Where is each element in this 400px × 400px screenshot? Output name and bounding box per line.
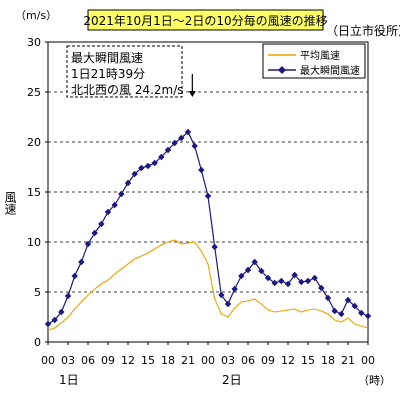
data-point-max bbox=[291, 271, 298, 279]
x-tick-label: 00 bbox=[41, 354, 55, 367]
x-day-label-2: 2日 bbox=[222, 373, 242, 387]
data-point-max bbox=[171, 139, 178, 147]
data-point-max bbox=[71, 272, 78, 280]
data-point-max bbox=[344, 296, 352, 304]
y-tick-labels: 0 5 10 15 20 25 30 bbox=[27, 36, 48, 349]
x-tick-label: 15 bbox=[141, 354, 155, 367]
series-layer bbox=[44, 128, 372, 331]
data-point-max bbox=[364, 312, 372, 320]
x-tick-label: 00 bbox=[201, 354, 215, 367]
y-tick-label: 10 bbox=[27, 236, 41, 249]
data-point-max bbox=[231, 285, 238, 293]
data-point-max bbox=[224, 300, 232, 308]
data-point-max bbox=[278, 277, 285, 285]
x-tick-label: 21 bbox=[181, 354, 195, 367]
data-point-max bbox=[211, 243, 218, 251]
data-point-max bbox=[338, 310, 345, 318]
annotation-line-1: 最大瞬間風速 bbox=[71, 51, 143, 65]
data-point-max bbox=[304, 277, 312, 285]
data-point-max bbox=[78, 258, 85, 266]
data-point-max bbox=[318, 284, 325, 292]
annotation-line-2: 1日21時39分 bbox=[71, 67, 145, 81]
data-point-max bbox=[264, 274, 272, 282]
x-tick-label: 12 bbox=[121, 354, 135, 367]
data-point-max bbox=[124, 179, 132, 187]
x-tick-label: 06 bbox=[81, 354, 95, 367]
data-point-max bbox=[298, 278, 305, 286]
data-point-max bbox=[51, 316, 58, 324]
data-point-max bbox=[158, 153, 165, 161]
data-point-max bbox=[144, 162, 152, 170]
legend-max-label: 最大瞬間風速 bbox=[300, 64, 360, 77]
x-tick-label: 09 bbox=[261, 354, 275, 367]
annotation-box bbox=[66, 45, 183, 98]
x-day-label-1: 1日 bbox=[59, 373, 79, 387]
data-point-max bbox=[111, 201, 118, 209]
annotation-line-3: 北北西の風 24.2m/s bbox=[71, 83, 184, 97]
max-gust-arrow bbox=[188, 74, 196, 97]
data-point-max bbox=[351, 302, 358, 310]
chart-title: 2021年10月1日～2日の10分毎の風速の推移 bbox=[83, 13, 327, 28]
x-tick-label: 03 bbox=[221, 354, 235, 367]
data-point-max bbox=[358, 309, 365, 317]
y-unit-label: （m/s） bbox=[15, 9, 57, 22]
data-point-max bbox=[104, 208, 112, 216]
data-point-max bbox=[84, 240, 92, 248]
data-point-max bbox=[118, 190, 125, 198]
data-point-max bbox=[58, 308, 65, 316]
data-point-max bbox=[151, 159, 158, 167]
data-point-max bbox=[164, 146, 172, 154]
y-tick-label: 5 bbox=[34, 286, 41, 299]
legend-max-marker bbox=[278, 66, 286, 74]
x-tick-labels: 00 03 06 09 12 15 18 21 00 03 06 09 12 15 18 21 00 bbox=[41, 342, 375, 367]
data-point-max bbox=[218, 291, 225, 299]
data-point-max bbox=[44, 320, 52, 328]
data-point-max bbox=[131, 170, 138, 178]
series-line-average bbox=[47, 239, 369, 331]
y-tick-label: 15 bbox=[27, 186, 41, 199]
x-tick-label: 06 bbox=[241, 354, 255, 367]
data-point-max bbox=[331, 307, 338, 315]
x-tick-label: 18 bbox=[161, 354, 175, 367]
data-point-max bbox=[91, 229, 98, 237]
x-tick-label: 15 bbox=[301, 354, 315, 367]
data-point-max bbox=[324, 294, 332, 302]
x-unit-label: （時） bbox=[358, 374, 391, 387]
x-tick-label: 12 bbox=[281, 354, 295, 367]
data-point-max bbox=[64, 292, 72, 300]
data-point-max bbox=[138, 164, 145, 172]
data-point-max bbox=[198, 166, 205, 174]
data-point-max bbox=[244, 266, 252, 274]
data-point-max bbox=[191, 142, 198, 150]
y-tick-label: 25 bbox=[27, 86, 41, 99]
y-tick-label: 20 bbox=[27, 136, 41, 149]
x-tick-label: 03 bbox=[61, 354, 75, 367]
station-label: （日立市役所） bbox=[326, 23, 400, 38]
data-point-max bbox=[98, 220, 105, 228]
data-point-max bbox=[271, 279, 278, 287]
data-point-max bbox=[251, 258, 258, 266]
x-tick-label: 09 bbox=[101, 354, 115, 367]
x-tick-label: 21 bbox=[341, 354, 355, 367]
legend-average-label: 平均風速 bbox=[300, 50, 340, 62]
data-point-max bbox=[284, 280, 292, 288]
arrow-head bbox=[188, 91, 196, 97]
chart-title-box bbox=[87, 9, 324, 31]
y-axis-label: 風速 bbox=[3, 191, 17, 215]
data-point-max bbox=[184, 128, 192, 136]
x-tick-label: 00 bbox=[361, 354, 375, 367]
x-tick-label: 18 bbox=[321, 354, 335, 367]
data-point-max bbox=[258, 267, 265, 275]
data-point-max bbox=[204, 192, 212, 200]
legend-box bbox=[262, 43, 366, 79]
y-tick-label: 0 bbox=[34, 336, 41, 349]
data-point-max bbox=[178, 134, 185, 142]
data-point-max bbox=[238, 272, 245, 280]
y-tick-label: 30 bbox=[27, 36, 41, 49]
data-point-max bbox=[311, 274, 318, 282]
grid-lines bbox=[48, 91, 368, 293]
